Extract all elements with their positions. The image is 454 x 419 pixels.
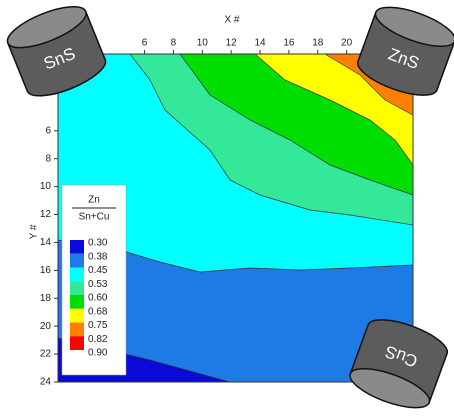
legend-level-label: 0.38 [88,251,108,262]
x-tick-label: 6 [142,38,148,49]
legend-level-label: 0.90 [88,348,108,359]
legend-level-label: 0.45 [88,265,108,276]
legend-swatch [70,323,84,337]
legend-swatch [70,309,84,323]
legend-level-label: 0.30 [88,238,108,249]
y-tick-label: 14 [40,237,52,248]
legend-swatch [70,254,84,268]
legend-title-numerator: Zn [88,195,100,206]
legend-level-label: 0.60 [88,293,108,304]
legend-level-label: 0.75 [88,320,108,331]
legend-swatch [70,268,84,282]
legend: Zn Sn+Cu 0.30 0.38 0.45 0.53 0.60 0.68 0.75 0.8… [62,185,126,375]
x-tick-label: 16 [283,38,295,49]
legend-level-label: 0.53 [88,279,108,290]
legend-swatch [70,240,84,254]
x-tick-label: 8 [171,38,177,49]
y-axis-label: Y # [29,224,40,239]
legend-level-label: 0.68 [88,306,108,317]
y-tick-label: 8 [45,153,51,164]
x-tick-label: 18 [312,38,324,49]
x-tick-label: 12 [226,38,238,49]
y-tick-label: 22 [40,349,52,360]
legend-swatch [70,281,84,295]
x-axis-label: X # [224,15,239,26]
chart: X # Y # 6 8 10 12 14 16 18 20 6 8 10 12 14 16 18 20 22 24 Z… [0,0,454,419]
legend-swatch [70,295,84,309]
y-tick-label: 12 [40,209,52,220]
page: {"chart_data": {"type": "contour", "x_la… [0,0,454,419]
y-tick-label: 16 [40,265,52,276]
y-tick-label: 20 [40,321,52,332]
y-tick-label: 18 [40,293,52,304]
legend-title-denominator: Sn+Cu [79,212,110,223]
legend-level-label: 0.82 [88,334,108,345]
y-tick-label: 10 [40,181,52,192]
legend-swatch [70,336,84,350]
y-tick-label: 6 [45,125,51,136]
x-tick-label: 20 [341,38,353,49]
x-tick-label: 14 [254,38,266,49]
y-tick-label: 24 [40,377,52,388]
x-tick-label: 10 [197,38,209,49]
